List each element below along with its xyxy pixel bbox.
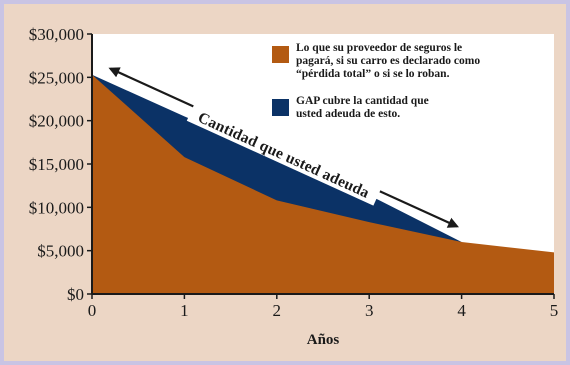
x-tick-label: 0	[88, 301, 97, 320]
x-tick-label: 2	[273, 301, 282, 320]
y-tick-label: $10,000	[29, 198, 84, 217]
annotation-label-backdrop	[186, 102, 382, 206]
insurance-area	[92, 74, 554, 294]
y-tick-label: $5,000	[37, 242, 84, 261]
legend-label-insurance: pagará, si su carro es declarado como	[296, 55, 480, 67]
y-tick-label: $25,000	[29, 68, 84, 87]
legend-label-gap: GAP cubre la cantidad que	[296, 95, 429, 107]
x-tick-label: 4	[457, 301, 466, 320]
x-tick-label: 5	[550, 301, 559, 320]
y-tick-label: $15,000	[29, 155, 84, 174]
legend-swatch-insurance	[272, 46, 289, 63]
y-tick-label: $20,000	[29, 112, 84, 131]
legend-label-gap: usted adeuda de esto.	[296, 108, 400, 120]
y-tick-label: $0	[67, 285, 84, 304]
legend-label-insurance: “pérdida total” o si se lo roban.	[296, 68, 450, 80]
legend-label-insurance: Lo que su proveedor de seguros le	[296, 42, 462, 54]
area-chart: $0 $5,000 $10,000 $15,000 $20,000 $25,000 $30,…	[29, 25, 559, 348]
chart-frame: $0 $5,000 $10,000 $15,000 $20,000 $25,000 $30,…	[4, 4, 566, 361]
x-tick-label: 1	[180, 301, 189, 320]
x-tick-label: 3	[365, 301, 374, 320]
x-axis-label: Años	[307, 332, 340, 348]
legend-swatch-gap	[272, 99, 289, 116]
y-tick-label: $30,000	[29, 25, 84, 44]
